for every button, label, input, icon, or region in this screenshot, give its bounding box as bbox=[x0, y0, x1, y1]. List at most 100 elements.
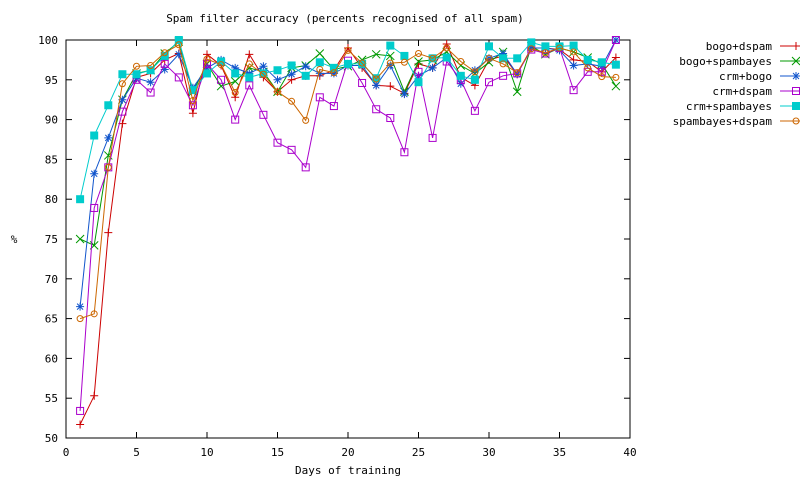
data-point bbox=[329, 69, 338, 78]
data-point bbox=[76, 420, 85, 429]
data-point bbox=[485, 42, 493, 51]
data-point bbox=[485, 78, 493, 87]
data-point bbox=[415, 50, 422, 58]
data-point bbox=[513, 70, 522, 79]
data-point bbox=[330, 69, 338, 77]
legend-item: crm+bogo bbox=[719, 70, 800, 83]
series-layer bbox=[75, 36, 621, 429]
data-point bbox=[118, 80, 126, 88]
legend-item: bogo+dspam bbox=[706, 40, 800, 53]
data-point bbox=[414, 57, 423, 66]
data-point bbox=[245, 50, 254, 59]
data-point bbox=[288, 97, 296, 105]
data-point bbox=[597, 67, 606, 76]
data-point bbox=[583, 55, 592, 64]
legend-label: crm+bogo bbox=[719, 70, 772, 83]
data-point bbox=[90, 203, 99, 212]
data-point bbox=[428, 133, 437, 142]
data-point bbox=[287, 70, 296, 79]
data-point bbox=[329, 102, 338, 111]
data-point bbox=[470, 106, 479, 115]
x-tick-label: 40 bbox=[623, 446, 636, 459]
data-point bbox=[160, 65, 169, 74]
x-tick-label: 20 bbox=[341, 446, 354, 459]
data-point bbox=[146, 78, 155, 87]
data-point bbox=[273, 75, 282, 84]
plot-area-frame bbox=[65, 39, 631, 439]
data-point bbox=[287, 61, 296, 70]
data-point bbox=[569, 41, 578, 50]
data-point bbox=[612, 73, 620, 81]
data-point bbox=[174, 36, 183, 44]
x-axis-label: Days of training bbox=[295, 464, 401, 477]
data-point bbox=[470, 75, 479, 84]
data-point bbox=[386, 61, 395, 70]
data-point bbox=[315, 69, 324, 78]
legend-label: crm+spambayes bbox=[686, 100, 772, 113]
legend-marker bbox=[791, 56, 800, 66]
y-tick-label: 75 bbox=[45, 233, 58, 246]
data-point bbox=[231, 89, 239, 97]
data-point bbox=[372, 105, 381, 114]
series-line bbox=[79, 42, 617, 425]
data-point bbox=[315, 93, 324, 102]
data-point bbox=[301, 163, 310, 172]
legend-item: spambayes+dspam bbox=[673, 115, 800, 128]
data-point bbox=[118, 70, 127, 79]
data-point bbox=[104, 133, 113, 142]
data-point bbox=[245, 60, 253, 68]
series-bogo+dspam bbox=[76, 39, 620, 429]
data-point bbox=[90, 310, 98, 318]
data-point bbox=[611, 81, 621, 91]
data-point bbox=[230, 77, 240, 86]
data-point bbox=[372, 75, 380, 83]
legend-marker bbox=[792, 117, 800, 125]
data-point bbox=[217, 75, 226, 84]
data-point bbox=[386, 41, 395, 50]
data-point bbox=[358, 59, 366, 67]
data-point bbox=[315, 58, 324, 67]
data-point bbox=[245, 81, 254, 90]
data-point bbox=[245, 73, 254, 82]
axes: 0 5 10 15 20 25 30 35 40 50 55 60 65 70 75 80 85 90 95 100 bbox=[38, 34, 637, 459]
data-point bbox=[385, 51, 395, 61]
data-point bbox=[76, 195, 85, 204]
data-point bbox=[76, 406, 85, 415]
y-axis-label: % bbox=[11, 233, 18, 246]
data-point bbox=[104, 101, 113, 110]
y-tick-label: 100 bbox=[38, 34, 58, 47]
data-point bbox=[133, 62, 140, 70]
data-point bbox=[400, 148, 409, 157]
y-tick-label: 80 bbox=[45, 193, 58, 206]
data-point bbox=[611, 60, 620, 69]
data-point bbox=[598, 73, 606, 81]
data-point bbox=[90, 131, 99, 140]
data-point bbox=[104, 228, 113, 237]
y-tick-label: 60 bbox=[45, 352, 58, 365]
data-point bbox=[527, 38, 536, 47]
y-tick-label: 90 bbox=[45, 114, 58, 127]
data-point bbox=[316, 65, 324, 73]
data-point bbox=[301, 71, 310, 80]
data-point bbox=[344, 46, 352, 54]
data-point bbox=[428, 63, 437, 72]
x-tick-label: 15 bbox=[271, 446, 284, 459]
data-point bbox=[132, 70, 141, 79]
data-point bbox=[189, 96, 197, 104]
data-point bbox=[146, 88, 155, 97]
data-point bbox=[499, 49, 508, 58]
data-point bbox=[414, 78, 423, 87]
data-point bbox=[231, 93, 240, 102]
data-point bbox=[259, 62, 268, 71]
data-point bbox=[302, 116, 310, 124]
series-line bbox=[79, 39, 617, 307]
data-point bbox=[118, 95, 127, 104]
data-point bbox=[175, 41, 183, 49]
data-point bbox=[611, 53, 620, 62]
data-point bbox=[315, 49, 325, 58]
legend-item: crm+dspam bbox=[712, 85, 800, 98]
series-line bbox=[79, 44, 616, 320]
data-point bbox=[259, 110, 268, 119]
data-point bbox=[400, 58, 408, 66]
chart-title: Spam filter accuracy (percents recognise… bbox=[166, 12, 524, 25]
